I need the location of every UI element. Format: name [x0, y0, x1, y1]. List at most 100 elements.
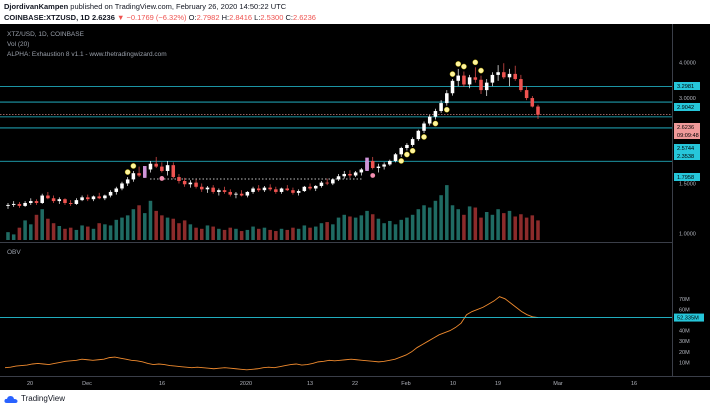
price-level-label: 2.6236: [677, 125, 694, 131]
candle-body: [131, 173, 136, 180]
candle-body: [177, 177, 181, 182]
candle-body: [502, 72, 506, 78]
last-price: 2.6236: [91, 13, 115, 22]
tradingview-brand[interactable]: TradingView: [21, 394, 66, 403]
candle-body: [256, 188, 261, 191]
volume-bar: [439, 195, 443, 240]
volume-bar: [211, 226, 215, 240]
candle-body: [507, 73, 512, 78]
volume-bar: [143, 213, 147, 240]
candle-body: [416, 130, 421, 140]
time-tick-label: 16: [159, 381, 165, 387]
price-change: ▼ −0.1769 (−6.32%): [116, 13, 187, 22]
candle-body: [182, 181, 187, 185]
candle-body: [148, 163, 153, 170]
exhaustion-marker-pink: [370, 173, 376, 178]
price-level-badge: [674, 173, 700, 181]
volume-bar: [171, 218, 176, 240]
candle-body: [496, 72, 500, 75]
volume-bar: [137, 205, 141, 240]
exhaustion-marker-yellow: [404, 151, 410, 158]
candle-body: [370, 160, 375, 169]
candle-body: [388, 160, 392, 165]
candle-body: [427, 116, 432, 124]
candle-body: [536, 106, 540, 115]
candle-body: [11, 203, 16, 205]
candle-body: [97, 196, 101, 199]
candle-body: [120, 183, 124, 189]
chart-header: DjordivanKampen published on TradingView…: [0, 0, 710, 24]
volume-bar: [410, 214, 415, 240]
volume-bar: [291, 227, 295, 240]
price-level-badge: [674, 131, 700, 139]
volume-bar: [302, 225, 307, 240]
candle-body: [125, 179, 130, 184]
volume-bar: [251, 226, 255, 240]
volume-bar: [262, 227, 267, 240]
volume-bar: [148, 200, 153, 240]
volume-bar: [17, 227, 22, 240]
volume-bar: [34, 214, 39, 240]
volume-bar: [205, 225, 210, 240]
volume-bar: [393, 224, 398, 240]
obv-tick-label: 70M: [679, 297, 690, 303]
candle-body: [29, 201, 33, 203]
candle-body: [6, 204, 10, 206]
symbol-line: COINBASE:XTZUSD, 1D 2.6236 ▼ −0.1769 (−6…: [4, 13, 316, 22]
main-pane[interactable]: [0, 24, 672, 242]
volume-bar: [467, 206, 472, 240]
volume-bar: [274, 231, 278, 240]
volume-bar: [63, 228, 67, 240]
candle-body: [296, 191, 301, 193]
obv-current-badge: [674, 313, 704, 322]
close-label: C:: [285, 13, 293, 22]
obv-axis-ticks: 70M 60M 40M 30M 20M 10M: [679, 297, 690, 367]
candle-body: [342, 173, 346, 177]
volume-bar: [6, 232, 10, 240]
overlay-indicator: ALPHA: Exhaustion 8 v1.1 - www.thetradin…: [7, 51, 167, 58]
candle-body: [222, 190, 227, 192]
volume-bar: [342, 214, 346, 240]
price-level-label: 2.5744: [677, 146, 694, 152]
candle-body: [234, 193, 238, 195]
exhaustion-marker-yellow: [472, 59, 479, 66]
time-tick-label: 2020: [240, 381, 252, 387]
price-level-label: 1.7958: [677, 175, 694, 181]
candle-body: [393, 154, 398, 161]
time-tick-label: 16: [631, 381, 637, 387]
time-axis-ticks: 20 Dec 16 2020 13 22 Feb 10 19 Mar 16: [27, 381, 637, 387]
volume-bar: [456, 209, 460, 240]
price-chart[interactable]: XTZ/USD, 1D, COINBASE Vol (20) ALPHA: Ex…: [0, 24, 710, 390]
published-text: published on TradingView.com, February 2…: [70, 2, 287, 11]
time-tick-label: 10: [450, 381, 456, 387]
exhaustion-marker-yellow: [455, 61, 462, 67]
exhaustion-marker-yellow: [409, 147, 416, 154]
horizontal-levels: [0, 85, 672, 162]
volume-bar: [29, 224, 33, 240]
candle-body: [86, 197, 90, 200]
exhaustion-marker-yellow: [444, 106, 450, 113]
volume-bar: [433, 200, 438, 240]
candle-body: [80, 197, 84, 201]
obv-tick-label: 60M: [679, 307, 690, 313]
time-tick-label: Feb: [401, 381, 410, 387]
time-tick-label: 19: [495, 381, 501, 387]
author-name[interactable]: DjordivanKampen: [4, 2, 69, 11]
candle-body: [108, 191, 113, 196]
volume-bar: [177, 223, 181, 240]
candle-body: [484, 82, 489, 91]
candle-body: [450, 80, 455, 94]
candle-body: [348, 173, 352, 176]
obv-tick-label: 20M: [679, 350, 690, 356]
tradingview-cloud-icon[interactable]: [4, 394, 18, 404]
open-label: O:: [188, 13, 197, 22]
price-tick-label: 4.0000: [679, 61, 696, 67]
candle-body: [200, 186, 204, 190]
volume-bar: [370, 214, 375, 240]
time-tick-label: Dec: [82, 381, 92, 387]
candle-body: [331, 179, 335, 184]
candle-body: [467, 77, 472, 85]
candle-body: [245, 191, 250, 196]
volume-bar: [308, 227, 312, 240]
candle-body: [114, 188, 119, 192]
